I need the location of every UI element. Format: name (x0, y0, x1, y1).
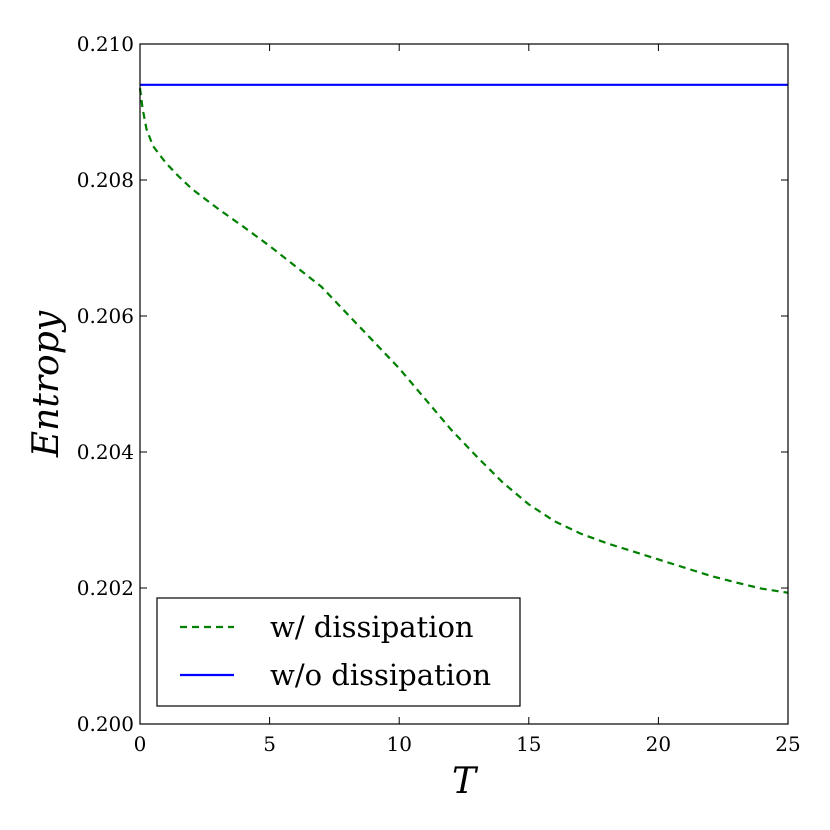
y-tick-label: 0.200 (77, 712, 134, 736)
tick-labels: 0 5 10 15 20 25 0.200 0.202 0.204 0.206 0.208 0.210 (77, 32, 801, 756)
legend: w/ dissipation w/o dissipation (156, 597, 521, 707)
y-tick-label: 0.204 (77, 440, 134, 464)
y-tick-label: 0.210 (77, 32, 134, 56)
x-tick-label: 15 (516, 732, 541, 756)
x-tick-label: 0 (134, 732, 147, 756)
legend-label-dissipation: w/ dissipation (270, 610, 474, 644)
legend-box (156, 597, 521, 707)
x-tick-label: 20 (646, 732, 671, 756)
y-tick-label: 0.208 (77, 168, 134, 192)
y-tick-label: 0.206 (77, 304, 134, 328)
x-axis-title: T (452, 761, 479, 802)
series-line-0 (138, 88, 789, 594)
x-tick-label: 5 (263, 732, 276, 756)
y-tick-label: 0.202 (77, 576, 134, 600)
series-layer (138, 83, 789, 594)
x-tick-label: 25 (775, 732, 800, 756)
y-axis-title: Entropy (26, 310, 67, 458)
legend-label-no-dissipation: w/o dissipation (270, 658, 491, 692)
x-tick-label: 10 (386, 732, 411, 756)
ticks-layer (139, 43, 789, 725)
plot-frame (139, 43, 789, 725)
